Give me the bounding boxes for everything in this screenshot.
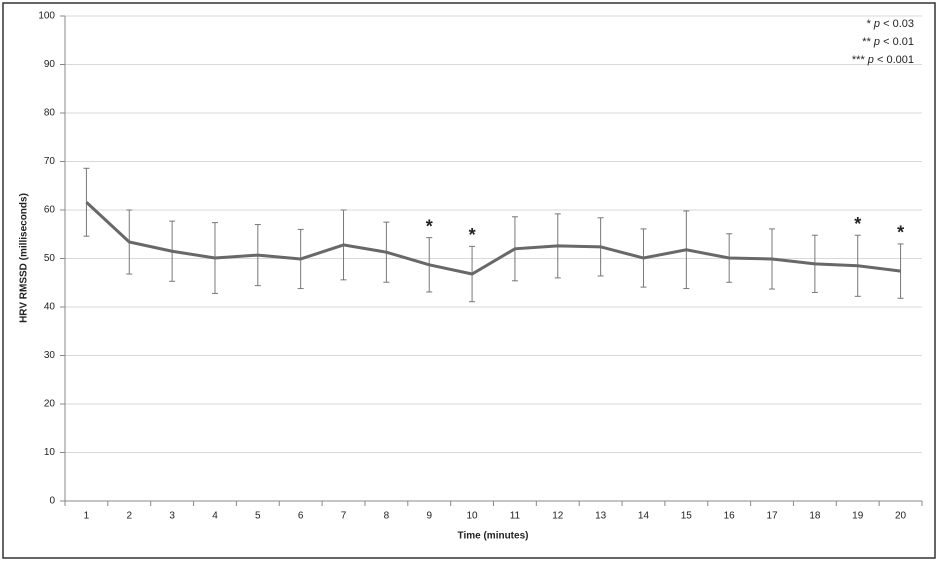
x-tick-label: 1 bbox=[84, 511, 90, 522]
legend-mark: * bbox=[867, 18, 872, 30]
data-line bbox=[85, 201, 901, 276]
legend-mark: *** bbox=[852, 54, 866, 66]
x-tick-label: 19 bbox=[852, 511, 864, 522]
x-tick-label: 2 bbox=[126, 511, 132, 522]
x-tick-label: 14 bbox=[638, 511, 650, 522]
x-tick-label: 20 bbox=[895, 511, 907, 522]
legend-threshold: < 0.01 bbox=[883, 36, 914, 48]
y-tick-label: 0 bbox=[49, 496, 55, 507]
y-axis-label: HRV RMSSD (milliseconds) bbox=[19, 193, 30, 323]
y-tick-label: 50 bbox=[44, 253, 56, 264]
x-tick-label: 5 bbox=[255, 511, 261, 522]
x-tick-label: 15 bbox=[681, 511, 693, 522]
x-tick-label: 7 bbox=[341, 511, 347, 522]
x-tick-label: 10 bbox=[467, 511, 479, 522]
y-tick-label: 60 bbox=[44, 205, 56, 216]
significance-marker: * bbox=[426, 216, 433, 236]
y-tick-label: 20 bbox=[44, 399, 56, 410]
x-tick-label: 17 bbox=[766, 511, 778, 522]
significance-marker: * bbox=[897, 223, 904, 243]
legend-symbol: p bbox=[867, 54, 874, 66]
y-tick-label: 100 bbox=[38, 11, 55, 22]
legend-mark: ** bbox=[862, 36, 871, 48]
x-tick-label: 11 bbox=[510, 511, 521, 522]
legend-entry: * p < 0.03 bbox=[867, 18, 914, 30]
error-bar bbox=[83, 167, 90, 237]
legend-entry: ** p < 0.01 bbox=[862, 36, 914, 48]
x-tick-label: 6 bbox=[298, 511, 304, 522]
y-tick-label: 10 bbox=[44, 447, 56, 458]
legend-symbol: p bbox=[873, 18, 880, 30]
significance-marker: * bbox=[469, 225, 476, 245]
x-tick-label: 3 bbox=[169, 511, 175, 522]
y-tick-label: 30 bbox=[44, 350, 56, 361]
y-tick-label: 40 bbox=[44, 302, 56, 313]
y-tick-label: 80 bbox=[44, 108, 56, 119]
x-tick-label: 13 bbox=[595, 511, 607, 522]
legend-symbol: p bbox=[873, 36, 880, 48]
legend-entry: *** p < 0.001 bbox=[852, 54, 914, 66]
x-tick-label: 16 bbox=[724, 511, 736, 522]
x-tick-label: 8 bbox=[384, 511, 390, 522]
legend-threshold: < 0.001 bbox=[877, 54, 914, 66]
y-tick-label: 70 bbox=[44, 156, 56, 167]
x-tick-label: 4 bbox=[212, 511, 218, 522]
significance-marker: * bbox=[854, 214, 861, 234]
x-axis-label: Time (minutes) bbox=[458, 531, 529, 542]
legend-threshold: < 0.03 bbox=[883, 18, 914, 30]
x-tick-label: 9 bbox=[426, 511, 432, 522]
x-tick-label: 12 bbox=[552, 511, 564, 522]
x-tick-label: 18 bbox=[809, 511, 821, 522]
y-tick-label: 90 bbox=[44, 59, 56, 70]
